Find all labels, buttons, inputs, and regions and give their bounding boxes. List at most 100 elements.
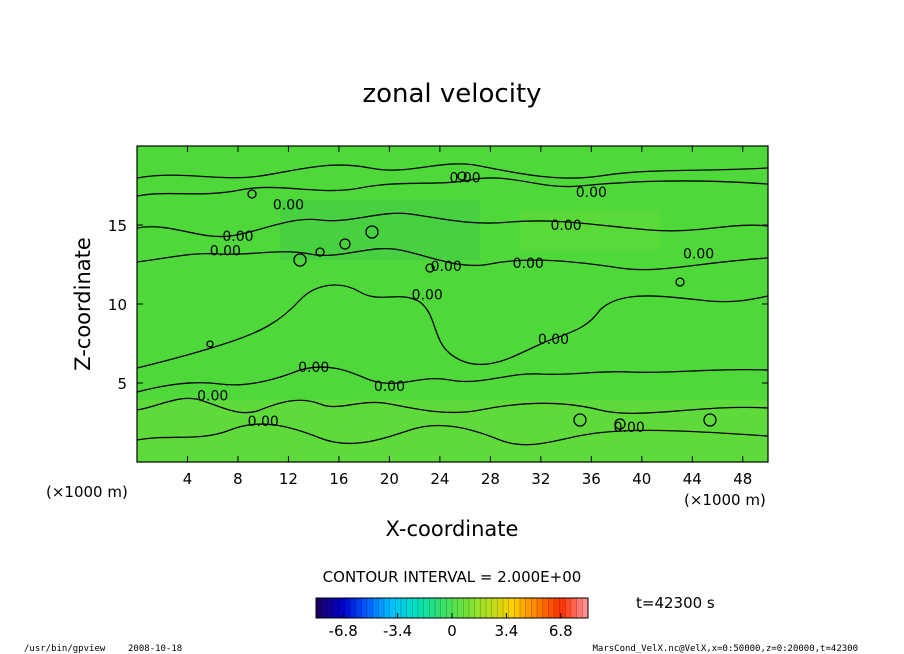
colorbar-segment xyxy=(338,598,345,618)
colorbar-segment xyxy=(372,598,379,618)
contour-label: 0.00 xyxy=(248,414,279,430)
colorbar-segment xyxy=(384,598,391,618)
footer-source: MarsCond_VelX.nc@VelX,x=0:50000,z=0:2000… xyxy=(592,644,858,654)
contour-label: 0.00 xyxy=(210,243,241,259)
contour-label: 0.00 xyxy=(197,389,228,405)
colorbar-segment xyxy=(491,598,498,618)
y-axis-unit: (×1000 m) xyxy=(46,483,128,501)
x-tick-label: 8 xyxy=(233,470,243,488)
contour-interval-text: CONTOUR INTERVAL = 2.000E+00 xyxy=(323,568,582,586)
colorbar-segment xyxy=(401,598,408,618)
x-tick-label: 20 xyxy=(380,470,399,488)
colorbar-segment xyxy=(429,598,436,618)
colorbar-segment xyxy=(525,598,532,618)
y-tick-label: 5 xyxy=(117,375,127,393)
colorbar-segment xyxy=(520,598,527,618)
colorbar-ticks-layer: -6.8 -3.4 0 3.4 6.8 xyxy=(329,613,573,640)
colorbar-segment xyxy=(514,598,521,618)
colorbar-segments xyxy=(315,598,589,618)
colorbar-tick-label: -3.4 xyxy=(383,622,412,640)
colorbar-segment xyxy=(452,598,459,618)
colorbar-segment xyxy=(395,598,402,618)
colorbar-segment xyxy=(367,598,374,618)
colorbar-segment xyxy=(327,598,334,618)
contour-label: 0.00 xyxy=(683,246,714,262)
colorbar-segment xyxy=(321,598,328,618)
time-label: t=42300 s xyxy=(636,594,715,612)
colorbar-segment xyxy=(531,598,538,618)
x-axis-label: X-coordinate xyxy=(386,517,519,541)
colorbar: -6.8 -3.4 0 3.4 6.8 xyxy=(315,597,589,640)
plot-area: 0.000.000.000.000.000.000.00 0.000.000.00… xyxy=(108,145,769,488)
footer-program: /usr/bin/gpview xyxy=(24,644,106,654)
colorbar-segment xyxy=(497,598,504,618)
y-tick-label: 10 xyxy=(108,296,127,314)
colorbar-segment xyxy=(316,598,323,618)
colorbar-segment xyxy=(571,598,578,618)
colorbar-segment xyxy=(508,598,515,618)
colorbar-segment xyxy=(463,598,470,618)
contour-label: 0.00 xyxy=(431,259,462,275)
x-tick-label: 4 xyxy=(183,470,193,488)
colorbar-segment xyxy=(423,598,430,618)
contour-label: 0.00 xyxy=(374,379,405,395)
colorbar-segment xyxy=(548,598,555,618)
contour-label: 0.00 xyxy=(298,360,329,376)
colorbar-tick-label: -6.8 xyxy=(329,622,358,640)
colorbar-segment xyxy=(565,598,572,618)
colorbar-segment xyxy=(412,598,419,618)
colorbar-segment xyxy=(378,598,385,618)
contour-lines xyxy=(137,163,768,446)
colorbar-segment xyxy=(333,598,340,618)
x-tick-label: 36 xyxy=(582,470,601,488)
colorbar-segment xyxy=(440,598,447,618)
colorbar-segment xyxy=(344,598,351,618)
y-axis-label: Z-coordinate xyxy=(71,237,95,371)
chart-title: zonal velocity xyxy=(362,79,541,109)
colorbar-segment xyxy=(576,598,583,618)
colorbar-segment xyxy=(537,598,544,618)
colorbar-tick-label: 3.4 xyxy=(494,622,518,640)
contour-label: 0.00 xyxy=(538,332,569,348)
colorbar-segment xyxy=(469,598,476,618)
colorbar-segment xyxy=(542,598,549,618)
x-tick-label: 28 xyxy=(481,470,500,488)
x-tick-label: 12 xyxy=(279,470,298,488)
contour-label: 0.00 xyxy=(576,185,607,201)
x-tick-label: 24 xyxy=(430,470,449,488)
contour-label: 0.00 xyxy=(222,229,253,245)
contour-label: 0.00 xyxy=(550,218,581,234)
colorbar-tick-label: 6.8 xyxy=(549,622,573,640)
footer-date: 2008-10-18 xyxy=(128,644,182,654)
colorbar-segment xyxy=(486,598,493,618)
x-tick-label: 16 xyxy=(329,470,348,488)
x-axis-unit: (×1000 m) xyxy=(684,491,766,509)
colorbar-segment xyxy=(559,598,566,618)
colorbar-segment xyxy=(418,598,425,618)
colorbar-segment xyxy=(582,598,589,618)
contour-label-layer: 0.000.000.000.000.000.000.00 0.000.000.00… xyxy=(197,171,714,437)
x-tick-label: 40 xyxy=(632,470,651,488)
colorbar-segment xyxy=(361,598,368,618)
colorbar-segment xyxy=(406,598,413,618)
contour-label: 0.00 xyxy=(412,288,443,304)
y-tick-label: 15 xyxy=(108,217,127,235)
colorbar-segment xyxy=(554,598,561,618)
colorbar-segment xyxy=(350,598,357,618)
contour-label: 0.00 xyxy=(450,171,481,187)
x-tick-label: 32 xyxy=(531,470,550,488)
contour-label: 0.00 xyxy=(614,420,645,436)
contour-label: 0.00 xyxy=(273,197,304,213)
colorbar-segment xyxy=(457,598,464,618)
colorbar-segment xyxy=(435,598,442,618)
colorbar-segment xyxy=(389,598,396,618)
x-tick-label: 48 xyxy=(733,470,752,488)
y-ticks-layer: 5 10 15 xyxy=(108,217,768,393)
x-ticks-layer: 4 8 12 16 20 24 28 32 36 40 44 48 xyxy=(183,146,752,488)
colorbar-tick-label: 0 xyxy=(447,622,457,640)
colorbar-segment xyxy=(503,598,510,618)
colorbar-segment xyxy=(474,598,481,618)
colorbar-segment xyxy=(355,598,362,618)
contour-label: 0.00 xyxy=(513,256,544,272)
